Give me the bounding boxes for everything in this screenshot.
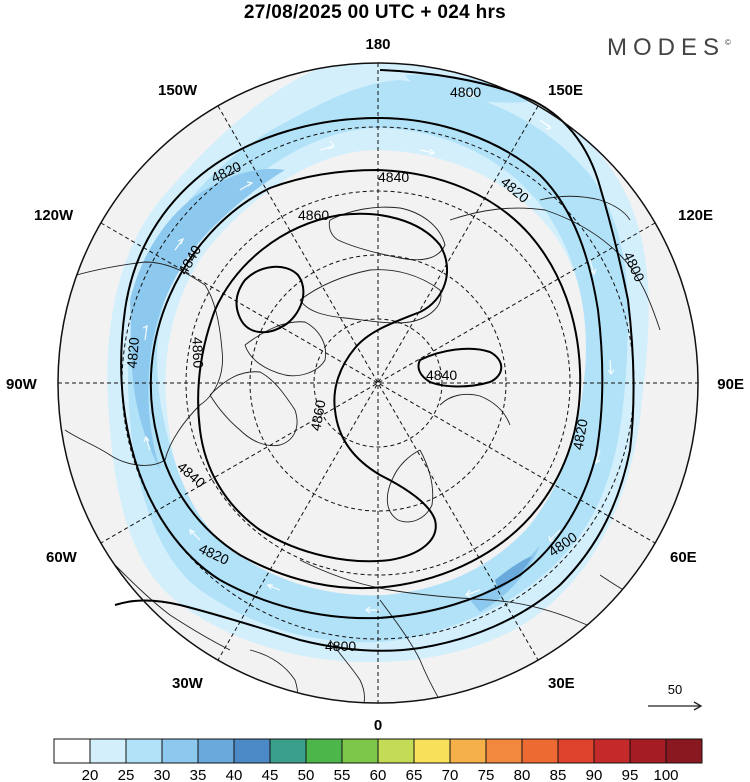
- colorbar-tick-label: 85: [550, 767, 567, 782]
- modes-logo: MODES©: [607, 34, 731, 62]
- colorbar-swatch: [269, 738, 307, 764]
- colorbar-swatch: [305, 738, 343, 764]
- contour-label: 4840: [378, 169, 409, 185]
- contour-4800: [114, 69, 635, 652]
- lon-label-30w: 30W: [172, 675, 204, 692]
- wind-speed-shading: [59, 63, 691, 703]
- wind-core-south: [470, 545, 540, 612]
- colorbar-swatch: [125, 738, 163, 764]
- colorbar-tick-label: 30: [154, 767, 171, 782]
- lon-label-30e: 30E: [548, 675, 575, 692]
- lon-label-180: 180: [365, 36, 390, 53]
- colorbar-swatch: [449, 738, 487, 764]
- colorbar-tick-label: 70: [442, 767, 459, 782]
- lon-label-60w: 60W: [46, 549, 78, 566]
- contour-4860-outer: [197, 212, 449, 563]
- lon-label-150w: 150W: [158, 82, 198, 99]
- colorbar-swatch: [53, 738, 91, 764]
- reference-vector: 50: [648, 682, 703, 711]
- colorbar-swatch: [413, 738, 451, 764]
- reference-arrow-head: [693, 701, 703, 711]
- colorbar-tick-label: 55: [334, 767, 351, 782]
- colorbar-tick-label: 65: [406, 767, 423, 782]
- colorbar-tick-label: 60: [370, 767, 387, 782]
- contour-4840-inner: [417, 347, 503, 388]
- colorbar-tick-label: 35: [190, 767, 207, 782]
- brand-text: MODES: [607, 34, 726, 61]
- contour-4840: [149, 168, 582, 590]
- contour-label: 4820: [570, 418, 591, 452]
- colorbar-tick-label: 45: [262, 767, 279, 782]
- contour-label: 4860: [298, 207, 329, 223]
- colorbar-swatch: [377, 738, 415, 764]
- colorbar-tick-label: 25: [118, 767, 135, 782]
- copyright-mark: ©: [725, 38, 731, 47]
- colorbar-swatch: [665, 738, 703, 764]
- colorbar-swatch: [521, 738, 559, 764]
- map-title: 27/08/2025 00 UTC + 024 hrs: [243, 2, 507, 23]
- wind-band-25: [107, 63, 649, 663]
- colorbar-tick-label: 80: [514, 767, 531, 782]
- graticule: [58, 63, 698, 703]
- contour-4860-inner: [235, 265, 305, 334]
- lon-label-60e: 60E: [670, 549, 697, 566]
- map-border: [57, 62, 699, 704]
- contour-label: 4800: [450, 84, 481, 100]
- coastlines: [59, 195, 691, 703]
- colorbar-swatch: [629, 738, 667, 764]
- lon-label-150e: 150E: [548, 82, 583, 99]
- colorbar-swatch: [233, 738, 271, 764]
- wind-core-max: [495, 556, 532, 590]
- colorbar-tick-label: 100: [653, 767, 678, 782]
- longitude-labels: 180 0 90W 90E 150W 150E 120W 120E 60W 60…: [6, 36, 744, 734]
- lon-label-0: 0: [374, 717, 382, 734]
- contour-label: 4800: [325, 638, 356, 654]
- colorbar-swatch: [89, 738, 127, 764]
- colorbar-tick-label: 50: [298, 767, 315, 782]
- contour-4820: [120, 116, 604, 620]
- wind-band-north: [405, 74, 540, 103]
- wind-core-west: [130, 168, 285, 470]
- reference-vector-label: 50: [668, 682, 682, 697]
- colorbar-tick-label: 75: [478, 767, 495, 782]
- colorbar-swatch: [557, 738, 595, 764]
- height-contours: [114, 69, 635, 652]
- colorbar-swatch: [197, 738, 235, 764]
- lon-label-120w: 120W: [34, 207, 74, 224]
- contour-label: 4820: [123, 336, 142, 369]
- colorbar-tick-label: 95: [622, 767, 639, 782]
- contour-label: 4860: [189, 337, 206, 369]
- contour-label: 4840: [426, 367, 457, 383]
- colorbar: 20 25 30 35 40 45 50 55 60 65 70 75 80 85 90 95 100: [53, 738, 703, 782]
- colorbar-swatch: [161, 738, 199, 764]
- colorbar-swatch: [593, 738, 631, 764]
- lon-label-90w: 90W: [6, 376, 38, 393]
- colorbar-swatch: [341, 738, 379, 764]
- colorbar-swatch: [485, 738, 523, 764]
- colorbar-tick-label: 90: [586, 767, 603, 782]
- lon-label-120e: 120E: [678, 207, 713, 224]
- lon-label-90e: 90E: [717, 376, 744, 393]
- wind-vectors: [142, 89, 615, 614]
- colorbar-tick-label: 40: [226, 767, 243, 782]
- contour-label: 4860: [307, 398, 328, 432]
- colorbar-tick-label: 20: [82, 767, 99, 782]
